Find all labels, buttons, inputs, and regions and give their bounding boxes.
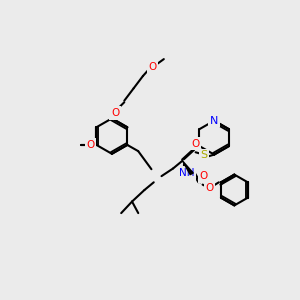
Text: O: O [148,62,156,72]
Text: O: O [111,108,119,118]
Text: O: O [191,139,200,149]
Text: O: O [199,171,208,181]
Text: N: N [210,116,218,126]
Text: O: O [86,140,94,150]
Text: S: S [201,150,208,160]
Text: NH: NH [179,168,195,178]
Polygon shape [182,161,193,175]
Text: O: O [206,184,214,194]
Text: O: O [86,140,94,150]
